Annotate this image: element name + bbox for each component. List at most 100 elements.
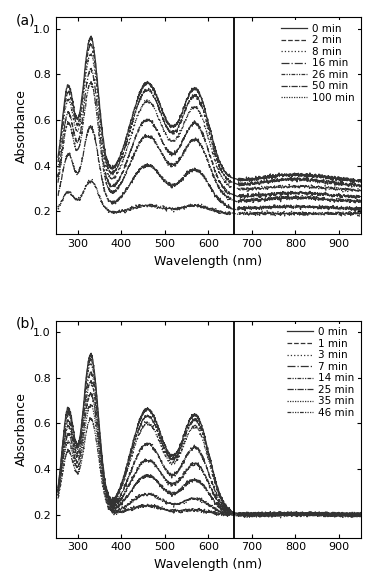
35 min <box>133 495 137 502</box>
3 min <box>318 510 322 517</box>
1 min <box>85 370 89 377</box>
0 min <box>85 47 89 54</box>
7 min <box>242 514 247 521</box>
1 min <box>206 451 210 458</box>
1 min <box>89 355 94 362</box>
16 min <box>318 190 322 197</box>
25 min <box>359 510 363 517</box>
25 min <box>85 402 89 409</box>
14 min <box>359 512 363 519</box>
0 min <box>351 179 355 186</box>
25 min <box>209 493 214 500</box>
Line: 8 min: 8 min <box>58 53 361 192</box>
0 min <box>85 366 89 373</box>
26 min <box>318 195 322 202</box>
0 min <box>318 509 322 516</box>
100 min <box>56 203 60 210</box>
50 min <box>310 203 315 210</box>
2 min <box>318 177 322 184</box>
0 min <box>56 484 60 491</box>
2 min <box>359 181 363 188</box>
1 min <box>350 514 354 521</box>
1 min <box>133 436 137 443</box>
26 min <box>85 91 89 98</box>
35 min <box>318 510 322 517</box>
100 min <box>85 182 89 189</box>
14 min <box>133 470 137 477</box>
X-axis label: Wavelength (nm): Wavelength (nm) <box>154 558 262 571</box>
7 min <box>359 510 363 517</box>
16 min <box>56 171 60 177</box>
14 min <box>310 509 315 516</box>
14 min <box>85 391 89 398</box>
0 min <box>89 32 93 39</box>
1 min <box>56 485 60 492</box>
0 min <box>310 512 315 519</box>
7 min <box>206 467 210 474</box>
0 min <box>247 514 252 521</box>
8 min <box>209 145 214 152</box>
100 min <box>209 205 214 212</box>
35 min <box>206 501 210 508</box>
35 min <box>357 514 362 521</box>
8 min <box>341 188 345 195</box>
14 min <box>278 514 283 521</box>
25 min <box>88 389 93 396</box>
14 min <box>56 490 60 497</box>
7 min <box>310 512 315 518</box>
14 min <box>209 486 214 492</box>
0 min <box>359 177 363 184</box>
2 min <box>350 184 354 191</box>
X-axis label: Wavelength (nm): Wavelength (nm) <box>154 254 262 268</box>
25 min <box>310 510 315 517</box>
3 min <box>206 456 210 463</box>
35 min <box>209 502 214 509</box>
Text: (a): (a) <box>16 13 36 27</box>
50 min <box>318 204 322 211</box>
0 min <box>89 350 93 357</box>
35 min <box>56 492 60 499</box>
46 min <box>209 509 214 516</box>
16 min <box>209 158 214 165</box>
50 min <box>88 122 93 129</box>
1 min <box>310 509 315 516</box>
100 min <box>357 213 362 220</box>
7 min <box>89 368 93 375</box>
8 min <box>318 183 322 190</box>
46 min <box>85 425 89 432</box>
3 min <box>56 486 60 492</box>
Line: 35 min: 35 min <box>58 405 361 517</box>
0 min <box>209 462 214 469</box>
46 min <box>133 504 137 511</box>
Line: 14 min: 14 min <box>58 381 361 518</box>
8 min <box>359 187 363 194</box>
Line: 16 min: 16 min <box>58 68 361 199</box>
0 min <box>209 132 214 139</box>
26 min <box>56 179 60 186</box>
35 min <box>89 401 93 408</box>
25 min <box>243 513 247 520</box>
8 min <box>133 118 137 125</box>
50 min <box>85 131 89 138</box>
0 min <box>359 512 363 518</box>
0 min <box>310 173 315 180</box>
14 min <box>89 377 93 384</box>
Line: 100 min: 100 min <box>58 180 361 216</box>
Line: 1 min: 1 min <box>58 358 361 517</box>
0 min <box>56 154 60 161</box>
7 min <box>209 479 214 486</box>
3 min <box>209 467 214 474</box>
35 min <box>85 413 89 420</box>
1 min <box>209 464 214 471</box>
1 min <box>318 510 322 517</box>
100 min <box>310 210 315 217</box>
100 min <box>318 209 322 216</box>
0 min <box>133 104 137 111</box>
26 min <box>310 194 315 201</box>
2 min <box>133 109 137 116</box>
Y-axis label: Absorbance: Absorbance <box>15 89 28 162</box>
3 min <box>310 510 315 517</box>
50 min <box>206 180 210 187</box>
26 min <box>206 158 210 165</box>
1 min <box>359 511 363 518</box>
